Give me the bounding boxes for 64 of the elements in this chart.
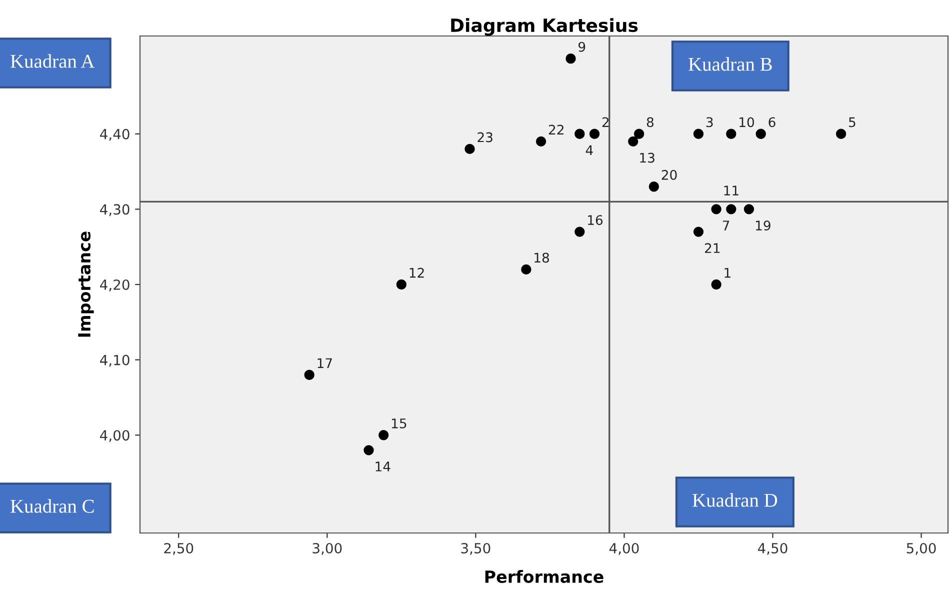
annotation: 2 xyxy=(602,117,609,127)
annotation: 22 xyxy=(548,124,564,135)
point xyxy=(726,128,736,139)
annotation: 1 xyxy=(724,268,730,278)
point xyxy=(464,144,475,154)
annotation: 13 xyxy=(640,152,654,163)
y-tick-label: 4,00 xyxy=(100,430,130,442)
annotation: 12 xyxy=(410,268,424,278)
point xyxy=(378,430,389,440)
x-tick-label: 4,00 xyxy=(609,542,639,555)
x-axis-title: Performance xyxy=(485,570,604,583)
point xyxy=(364,445,374,456)
y-tick-label: 4,10 xyxy=(100,354,130,367)
annotation: 5 xyxy=(849,117,856,128)
point xyxy=(726,204,736,214)
point xyxy=(756,128,766,139)
annotation: 21 xyxy=(704,243,720,253)
point xyxy=(693,226,704,237)
point xyxy=(304,370,314,380)
annotation: 17 xyxy=(318,358,332,368)
annotation: 18 xyxy=(534,252,550,263)
point xyxy=(536,136,546,147)
point xyxy=(574,128,585,139)
y-tick-label: 4,40 xyxy=(100,128,130,141)
annotation: 16 xyxy=(588,215,603,226)
y-axis-title: Importance xyxy=(78,232,94,337)
annotation: 23 xyxy=(478,132,492,142)
annotation: 3 xyxy=(706,117,713,128)
point xyxy=(711,279,722,290)
annotation: 4 xyxy=(586,145,593,156)
chart-title: Diagram Kartesius xyxy=(451,18,638,36)
y-tick-label: 4,30 xyxy=(100,204,130,216)
point xyxy=(574,226,585,237)
x-tick-label: 3,50 xyxy=(461,542,490,555)
point xyxy=(693,128,704,139)
point xyxy=(744,204,754,214)
y-tick-label: 4,20 xyxy=(100,279,130,292)
point xyxy=(589,128,600,139)
annotation: 9 xyxy=(578,42,586,52)
point xyxy=(521,264,532,275)
point xyxy=(711,204,722,214)
point xyxy=(648,182,659,192)
annotation: 8 xyxy=(646,117,654,128)
point xyxy=(566,54,576,64)
point xyxy=(396,279,406,290)
annotation: 20 xyxy=(662,170,677,180)
annotation: 19 xyxy=(756,220,770,231)
annotation: 15 xyxy=(392,418,406,428)
annotation: 10 xyxy=(740,117,754,128)
point xyxy=(634,128,644,139)
annotation: Kuadran D xyxy=(692,493,778,507)
point xyxy=(836,128,846,139)
x-tick-label: 3,00 xyxy=(312,542,342,555)
annotation: 6 xyxy=(768,117,776,128)
x-tick-label: 5,00 xyxy=(906,542,936,555)
annotation: 11 xyxy=(724,186,738,196)
x-tick-label: 2,50 xyxy=(164,542,194,555)
annotation: Kuadran B xyxy=(688,57,772,71)
point xyxy=(628,136,638,147)
x-tick-label: 4,50 xyxy=(758,542,788,555)
annotation: 7 xyxy=(722,220,730,230)
annotation: 14 xyxy=(376,462,390,472)
text: Kuadran C xyxy=(10,499,94,513)
text: Kuadran A xyxy=(10,54,95,68)
